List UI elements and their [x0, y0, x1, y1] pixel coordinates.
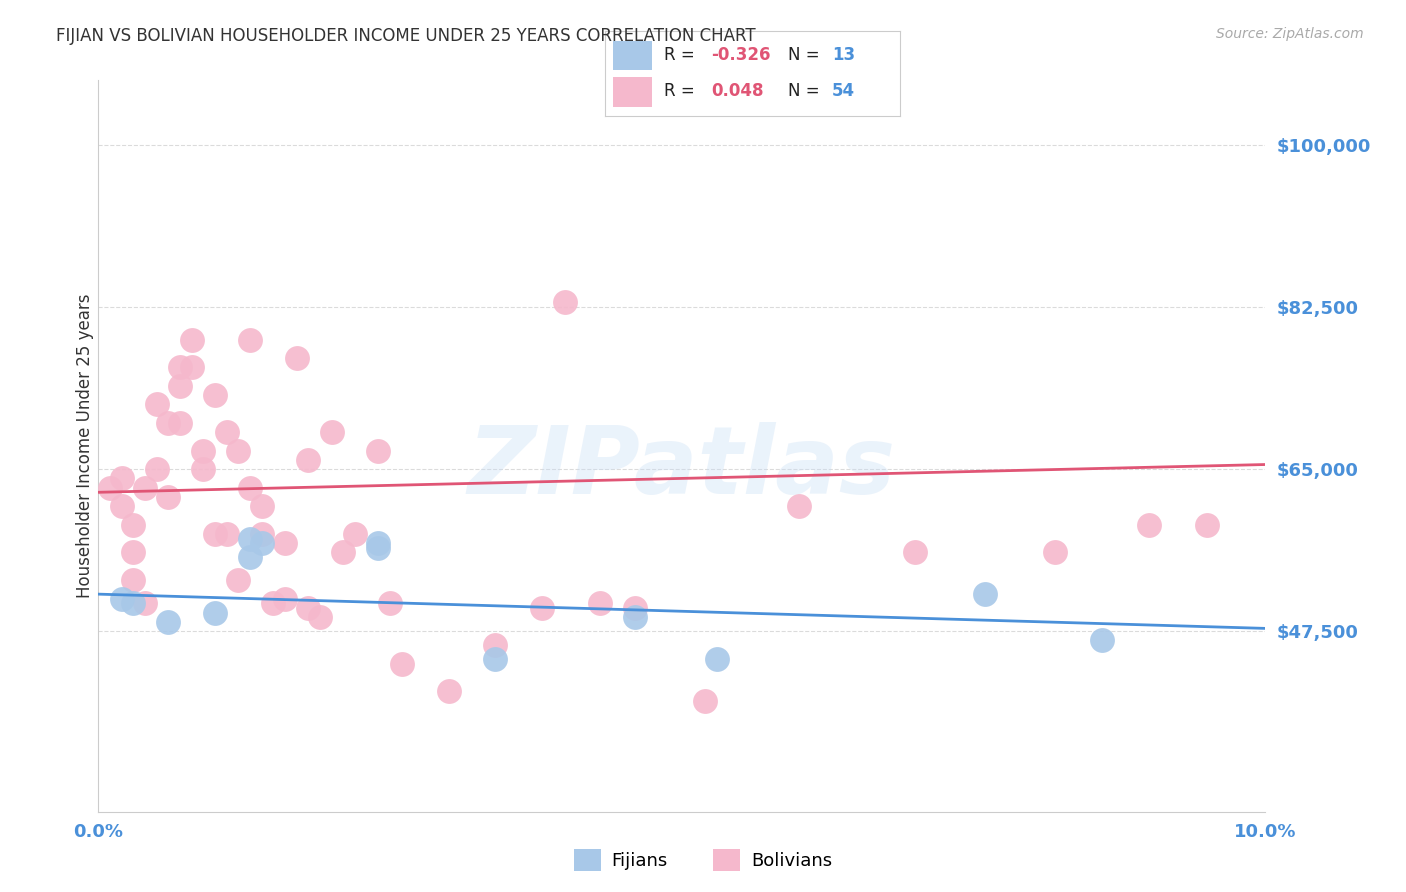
Point	[554, 295, 576, 310]
Point	[297, 453, 319, 467]
Point	[787, 499, 810, 513]
Point	[122, 517, 145, 532]
Point	[215, 425, 238, 439]
Point	[146, 397, 169, 411]
Text: R =: R =	[664, 82, 700, 101]
Point	[204, 388, 226, 402]
Point	[285, 351, 308, 365]
Point	[111, 499, 134, 513]
Point	[193, 462, 215, 476]
Point	[122, 545, 145, 559]
Point	[974, 587, 997, 601]
Point	[146, 462, 169, 476]
Point	[228, 574, 250, 588]
Point	[157, 490, 180, 504]
Point	[250, 499, 273, 513]
Point	[204, 527, 226, 541]
Point	[1195, 517, 1218, 532]
Point	[378, 596, 402, 610]
Text: 54: 54	[832, 82, 855, 101]
Point	[624, 601, 647, 615]
Point	[111, 591, 134, 606]
Point	[193, 443, 215, 458]
Text: -0.326: -0.326	[711, 46, 770, 64]
Point	[239, 532, 262, 546]
Point	[367, 541, 389, 555]
Bar	[613, 77, 652, 107]
Point	[1091, 633, 1114, 648]
Text: ZIPatlas: ZIPatlas	[468, 422, 896, 514]
Point	[250, 536, 273, 550]
Point	[367, 536, 389, 550]
Point	[98, 481, 121, 495]
Y-axis label: Householder Income Under 25 years: Householder Income Under 25 years	[76, 293, 94, 599]
Point	[262, 596, 284, 610]
Point	[624, 610, 647, 624]
Point	[297, 601, 319, 615]
Legend: Fijians, Bolivians: Fijians, Bolivians	[567, 842, 839, 879]
Point	[250, 527, 273, 541]
Point	[239, 550, 262, 565]
Point	[134, 481, 156, 495]
Text: R =: R =	[664, 46, 700, 64]
Point	[134, 596, 156, 610]
Point	[437, 684, 460, 698]
Point	[180, 333, 202, 347]
Point	[695, 693, 717, 707]
Point	[484, 638, 506, 652]
Point	[157, 416, 180, 430]
Point	[215, 527, 238, 541]
Point	[122, 574, 145, 588]
Point	[706, 652, 728, 666]
Point	[344, 527, 367, 541]
Point	[169, 379, 191, 393]
Point	[111, 471, 134, 485]
Text: Source: ZipAtlas.com: Source: ZipAtlas.com	[1216, 27, 1364, 41]
Point	[1137, 517, 1160, 532]
Point	[204, 606, 226, 620]
Point	[391, 657, 413, 671]
Point	[589, 596, 612, 610]
Point	[309, 610, 332, 624]
Bar	[613, 40, 652, 70]
Text: N =: N =	[787, 46, 824, 64]
Point	[157, 615, 180, 629]
Point	[530, 601, 553, 615]
Text: 13: 13	[832, 46, 855, 64]
Point	[367, 443, 389, 458]
Text: 0.048: 0.048	[711, 82, 763, 101]
Point	[274, 536, 297, 550]
Point	[484, 652, 506, 666]
Point	[180, 360, 202, 375]
Point	[169, 416, 191, 430]
Point	[321, 425, 343, 439]
Point	[332, 545, 354, 559]
Point	[274, 591, 297, 606]
Point	[1045, 545, 1067, 559]
Point	[904, 545, 927, 559]
Point	[228, 443, 250, 458]
Text: N =: N =	[787, 82, 824, 101]
Point	[239, 481, 262, 495]
Point	[169, 360, 191, 375]
Point	[239, 333, 262, 347]
Text: FIJIAN VS BOLIVIAN HOUSEHOLDER INCOME UNDER 25 YEARS CORRELATION CHART: FIJIAN VS BOLIVIAN HOUSEHOLDER INCOME UN…	[56, 27, 756, 45]
Point	[122, 596, 145, 610]
